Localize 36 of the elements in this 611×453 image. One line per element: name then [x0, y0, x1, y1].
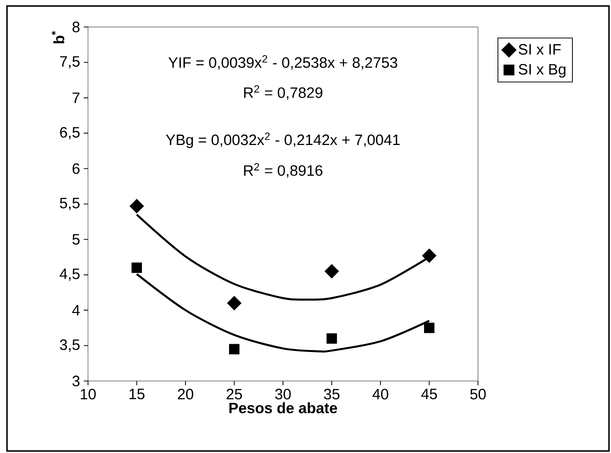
point [324, 264, 340, 279]
y-tick-label: 6 [72, 163, 80, 174]
legend-label: SI x IF [518, 44, 561, 55]
point [229, 344, 240, 354]
annotation: YIF = 0,0039x$^{2}$ - 0,2538x + 8,2753 [168, 55, 398, 70]
y-tick-label: 5,5 [60, 198, 80, 210]
x-tick-label: 35 [324, 388, 340, 400]
x-tick-label: 50 [470, 388, 486, 400]
y-tick-label: 3,5 [60, 339, 80, 352]
y-axis-title: b$^{*}$ [52, 31, 64, 44]
x-tick-label: 40 [372, 388, 388, 400]
x-tick-label: 45 [421, 388, 437, 400]
y-tick-label: 6,5 [60, 127, 80, 140]
x-tick-label: 20 [178, 388, 194, 400]
point [226, 296, 242, 310]
x-axis-title: Pesos de abate [229, 402, 338, 414]
point [424, 322, 434, 334]
point [129, 198, 144, 214]
legend-label: SI x Bg [518, 64, 566, 78]
x-tick-label: 10 [80, 388, 96, 400]
y-tick-label: 4,5 [60, 268, 80, 281]
y-tick-label: 7,5 [60, 56, 80, 69]
annotation: YBg = 0,0032x$^{2}$ - 0,2142x + 7,0041 [166, 132, 400, 148]
point [326, 333, 337, 344]
annotation: R$^{2}$ = 0,8916 [244, 163, 322, 178]
point [422, 248, 437, 263]
x-tick-label: 30 [275, 388, 291, 400]
point [132, 262, 142, 273]
x-tick-label: 15 [130, 388, 144, 400]
y-tick-label: 7 [72, 92, 80, 103]
y-tick-label: 3 [72, 376, 80, 386]
y-tick-label: 4 [72, 305, 80, 316]
y-tick-label: 8 [72, 22, 80, 32]
annotation: R$^{2}$ = 0,7829 [244, 85, 322, 100]
y-tick-label: 5 [72, 234, 80, 245]
x-tick-label: 25 [226, 388, 242, 400]
